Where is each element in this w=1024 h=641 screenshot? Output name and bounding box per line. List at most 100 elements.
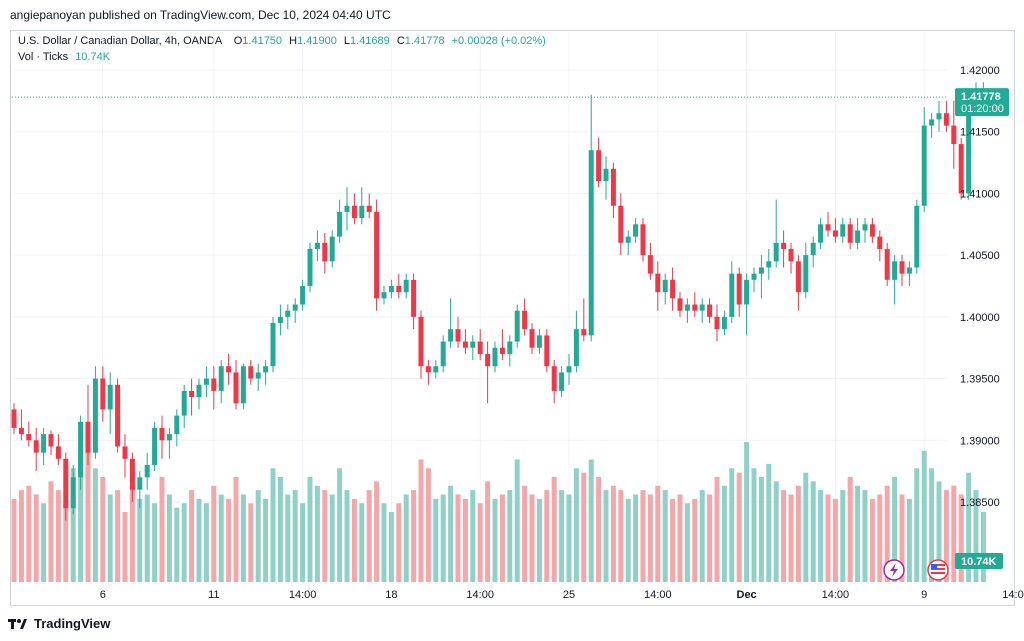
volume-bar: [625, 498, 631, 582]
candle-body: [129, 458, 135, 490]
candle-body: [744, 279, 750, 305]
volume-bar: [536, 498, 542, 582]
candle-body: [33, 440, 39, 453]
candle-body: [943, 113, 949, 126]
candle-body: [862, 224, 868, 231]
volume-bar: [41, 503, 47, 582]
volume-bar: [144, 494, 150, 582]
time-axis-label: 14:00: [822, 589, 850, 601]
candle-body: [966, 100, 972, 194]
candle-body: [307, 248, 313, 286]
candle-body: [144, 464, 150, 478]
candle-body: [610, 168, 616, 206]
volume-bar: [640, 490, 646, 582]
candle-body: [773, 242, 779, 262]
candle-body: [11, 409, 17, 428]
candle-body: [55, 446, 61, 459]
volume-bar: [818, 490, 824, 582]
time-axis-label: 11: [208, 589, 219, 601]
price-axis-label: 1.38500: [960, 497, 1000, 509]
candle-body: [152, 427, 158, 465]
candle-body: [78, 421, 84, 478]
candle-body: [233, 372, 239, 404]
volume-bar: [766, 463, 772, 582]
volume-bar: [159, 477, 165, 582]
volume-bar: [951, 485, 957, 582]
candle-body: [359, 205, 365, 219]
volume-bar: [551, 477, 557, 582]
volume-bar: [18, 490, 24, 582]
low-value: 1.41689: [350, 35, 390, 47]
candle-body: [181, 390, 187, 416]
volume-bar: [270, 468, 276, 582]
candle-body: [499, 347, 505, 354]
candle-body: [174, 415, 180, 435]
price-axis-label: 1.41000: [960, 188, 1000, 200]
candle-body: [18, 427, 24, 435]
volume-bar: [433, 498, 439, 582]
volume-label: Vol · Ticks: [18, 51, 69, 63]
volume-bar: [277, 477, 283, 582]
candle-body: [263, 366, 269, 373]
open-label: O: [233, 35, 243, 47]
grid-lines: [12, 32, 1014, 583]
candle-body: [803, 255, 809, 293]
volume-bar: [403, 494, 409, 582]
volume-bar: [203, 503, 209, 582]
candle-body: [425, 366, 431, 373]
volume-bar: [359, 503, 365, 582]
volume-bar: [196, 498, 202, 582]
volume-bar: [366, 490, 372, 582]
candle-body: [655, 273, 661, 293]
candle-body: [403, 279, 409, 293]
volume-bar: [773, 481, 779, 582]
candle-body: [270, 323, 276, 367]
volume-bar: [381, 503, 387, 582]
volume-bar: [610, 485, 616, 582]
candle-body: [115, 384, 121, 447]
volume-bar: [559, 490, 565, 582]
candle-body: [100, 378, 106, 410]
volume-bar: [499, 494, 505, 582]
candle-body: [714, 316, 720, 330]
candle-body: [485, 353, 491, 367]
volume-bar: [307, 477, 313, 582]
candle-body: [455, 329, 461, 342]
chart-frame: [10, 30, 1015, 606]
time-axis-label: 14:0: [1002, 589, 1023, 601]
volume-bar: [529, 494, 535, 582]
volume-bar: [211, 485, 217, 582]
volume-bar: [758, 477, 764, 582]
candle-body: [707, 304, 713, 317]
candle-body: [914, 205, 920, 268]
volume-bar: [877, 494, 883, 582]
candle-body: [677, 298, 683, 311]
volume-bar: [973, 490, 979, 582]
volume-bar: [174, 507, 180, 582]
lightning-icon[interactable]: [883, 559, 905, 581]
volume-bar: [440, 494, 446, 582]
candle-body: [374, 211, 380, 299]
volume-bar: [396, 503, 402, 582]
candle-body: [588, 150, 594, 336]
candle-body: [411, 279, 417, 317]
us-flag-icon[interactable]: [927, 559, 949, 581]
candle-body: [566, 366, 572, 373]
volume-bar: [588, 459, 594, 582]
candle-body: [892, 261, 898, 280]
volume-bar: [26, 485, 32, 582]
volume-bar: [129, 485, 135, 582]
candle-body: [662, 279, 668, 293]
volume-bar: [455, 494, 461, 582]
candle-body: [625, 236, 631, 243]
candle-body: [462, 341, 468, 348]
volume-bar: [33, 494, 39, 582]
candle-body: [448, 329, 454, 342]
candle-body: [85, 421, 91, 453]
volume-bar: [966, 472, 972, 582]
candle-body: [684, 304, 690, 311]
candle-body: [92, 378, 98, 453]
volume-bar: [329, 494, 335, 582]
symbol-title: U.S. Dollar / Canadian Dollar, 4h, OANDA: [18, 35, 222, 47]
